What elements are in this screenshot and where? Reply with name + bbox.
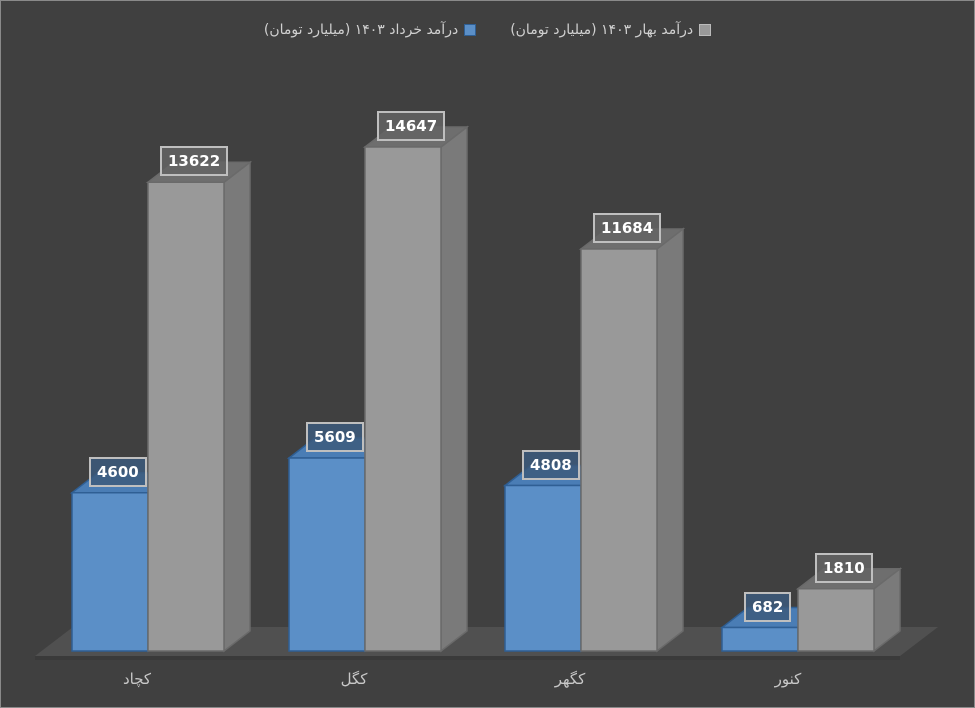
legend-item-spring[interactable]: درآمد بهار ۱۴۰۳ (میلیارد تومان) bbox=[510, 18, 712, 42]
data-label: 682 bbox=[744, 591, 792, 622]
bar-khordad-0-front[interactable] bbox=[71, 491, 149, 652]
chart-floor bbox=[35, 627, 938, 656]
bar-spring-0-side[interactable] bbox=[223, 160, 251, 653]
legend-label-khordad: درآمد خرداد ۱۴۰۳ (میلیارد تومان) bbox=[263, 22, 459, 38]
bar-spring-2-side[interactable] bbox=[656, 227, 684, 653]
category-label-kgol: کگل bbox=[340, 670, 368, 688]
bar-khordad-3-front[interactable] bbox=[721, 626, 799, 652]
data-label: 5609 bbox=[306, 421, 364, 452]
bar-khordad-2-front[interactable] bbox=[504, 484, 582, 652]
bar-spring-3-front[interactable] bbox=[797, 587, 875, 652]
bar-spring-0-front[interactable] bbox=[147, 181, 225, 652]
legend-swatch-gray-icon bbox=[699, 24, 712, 36]
bars-group bbox=[69, 125, 903, 653]
data-label: 13622 bbox=[160, 146, 229, 177]
legend-label-spring: درآمد بهار ۱۴۰۳ (میلیارد تومان) bbox=[510, 22, 694, 38]
data-label: 14647 bbox=[377, 111, 446, 141]
bar-khordad-1-front[interactable] bbox=[288, 457, 366, 652]
bar-spring-1-front[interactable] bbox=[364, 146, 442, 652]
legend-swatch-blue-icon bbox=[464, 24, 477, 36]
data-label: 1810 bbox=[815, 552, 873, 583]
category-label-kgohar: کگهر bbox=[554, 670, 586, 688]
category-label-knur: کنور bbox=[774, 670, 802, 688]
legend: درآمد بهار ۱۴۰۳ (میلیارد تومان) درآمد خر… bbox=[0, 18, 975, 42]
bar-spring-2-front[interactable] bbox=[580, 248, 658, 652]
data-label: 4600 bbox=[89, 456, 147, 487]
category-label-kchad: کچاد bbox=[122, 670, 152, 688]
bar-spring-1-side[interactable] bbox=[440, 125, 468, 653]
chart-floor-edge bbox=[35, 656, 900, 660]
legend-item-khordad[interactable]: درآمد خرداد ۱۴۰۳ (میلیارد تومان) bbox=[263, 18, 477, 42]
data-label: 11684 bbox=[593, 212, 662, 243]
data-label: 4808 bbox=[522, 449, 580, 480]
